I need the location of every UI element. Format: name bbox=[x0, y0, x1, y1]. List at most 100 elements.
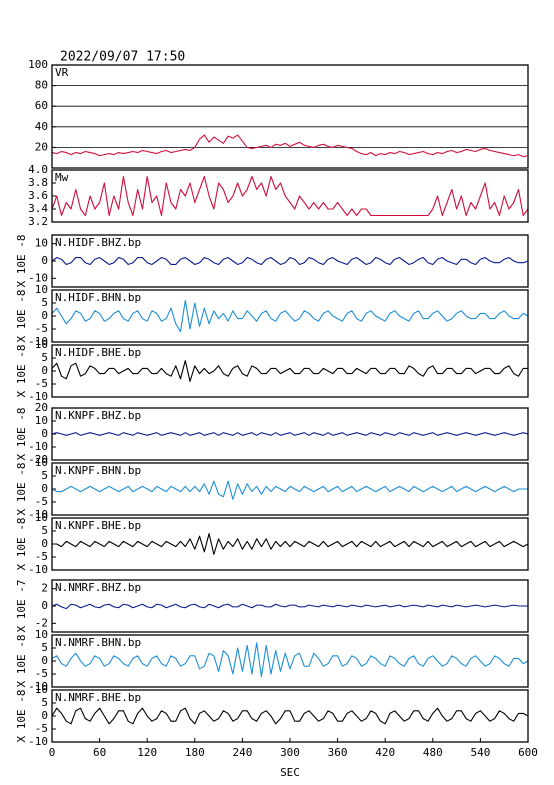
x-tick-label: 540 bbox=[470, 746, 490, 759]
y-tick-label: 0 bbox=[41, 427, 48, 440]
y-tick-label: 5 bbox=[41, 524, 48, 537]
y-axis-label: X 10E -8 bbox=[15, 463, 28, 516]
y-tick-label: 0 bbox=[41, 599, 48, 612]
y-tick-label: 60 bbox=[35, 99, 48, 112]
y-tick-label: -5 bbox=[35, 495, 48, 508]
y-axis-label: X 10E -8 bbox=[15, 408, 28, 461]
chart-title: 2022/09/07 17:50 bbox=[60, 50, 185, 65]
y-tick-label: 20 bbox=[35, 140, 48, 153]
y-tick-label: 10 bbox=[35, 338, 48, 351]
x-tick-label: 360 bbox=[328, 746, 348, 759]
x-tick-label: 480 bbox=[423, 746, 443, 759]
panel-label: VR bbox=[55, 66, 69, 79]
panel-frame bbox=[51, 64, 529, 169]
y-tick-label: 0 bbox=[41, 709, 48, 722]
y-axis-label: X 10E -8 bbox=[15, 290, 28, 343]
y-axis-label: X 10E -8 bbox=[15, 235, 28, 288]
y-tick-label: 4.0 bbox=[28, 163, 48, 176]
y-tick-label: 0 bbox=[41, 537, 48, 550]
x-tick-label: 180 bbox=[185, 746, 205, 759]
panel-frame bbox=[51, 517, 529, 571]
x-tick-label: 420 bbox=[375, 746, 395, 759]
y-tick-label: 80 bbox=[35, 79, 48, 92]
x-tick-label: 120 bbox=[137, 746, 157, 759]
y-tick-label: 3.6 bbox=[28, 189, 48, 202]
y-tick-label: 10 bbox=[35, 283, 48, 296]
y-tick-label: 0 bbox=[41, 654, 48, 667]
panel-frame bbox=[51, 169, 529, 223]
y-tick-label: -2 bbox=[35, 616, 48, 629]
y-tick-label: -10 bbox=[28, 680, 48, 693]
panel-label: N.KNPF.BHN.bp bbox=[55, 464, 141, 477]
y-tick-label: 5 bbox=[41, 696, 48, 709]
y-tick-label: 100 bbox=[28, 58, 48, 71]
panel-label: N.NMRF.BHN.bp bbox=[55, 636, 141, 649]
y-tick-label: 40 bbox=[35, 120, 48, 133]
y-tick-label: 0 bbox=[41, 309, 48, 322]
y-tick-label: -5 bbox=[35, 667, 48, 680]
y-tick-label: 5 bbox=[41, 351, 48, 364]
x-axis-label: SEC bbox=[280, 766, 300, 779]
y-tick-label: 10 bbox=[35, 414, 48, 427]
y-tick-label: 2 bbox=[41, 582, 48, 595]
y-tick-label: 10 bbox=[35, 511, 48, 524]
y-axis-label: X 10E -8 bbox=[15, 345, 28, 398]
panel-label: N.HIDF.BHN.bp bbox=[55, 291, 141, 304]
y-tick-label: 5 bbox=[41, 641, 48, 654]
y-tick-label: -10 bbox=[28, 271, 48, 284]
y-tick-label: 5 bbox=[41, 469, 48, 482]
y-tick-label: -10 bbox=[28, 440, 48, 453]
trace-line bbox=[51, 360, 528, 382]
y-tick-label: -10 bbox=[28, 735, 48, 748]
y-tick-label: 10 bbox=[35, 683, 48, 696]
trace-line bbox=[51, 432, 529, 436]
panel-label: N.KNPF.BHZ.bp bbox=[55, 409, 141, 422]
trace-line bbox=[51, 299, 529, 333]
y-tick-label: -5 bbox=[35, 322, 48, 335]
x-tick-label: 300 bbox=[280, 746, 300, 759]
panel-label: N.HIDF.BHE.bp bbox=[55, 346, 141, 359]
panel-label: N.HIDF.BHZ.bp bbox=[55, 236, 141, 249]
trace-line bbox=[51, 256, 529, 266]
panel-frame bbox=[51, 289, 529, 343]
y-tick-label: 10 bbox=[35, 628, 48, 641]
panel-frame bbox=[51, 579, 529, 633]
panel-frame bbox=[51, 344, 529, 398]
panel-frame bbox=[51, 634, 529, 688]
panel-label: N.NMRF.BHZ.bp bbox=[55, 581, 141, 594]
x-tick-label: 0 bbox=[49, 746, 56, 759]
y-tick-label: -5 bbox=[35, 377, 48, 390]
panel-label: N.KNPF.BHE.bp bbox=[55, 519, 141, 532]
y-axis-label: X 10E -8 bbox=[15, 518, 28, 571]
y-tick-label: 10 bbox=[35, 456, 48, 469]
x-tick-label: 600 bbox=[518, 746, 538, 759]
panel-frame bbox=[51, 462, 529, 516]
y-tick-label: -10 bbox=[28, 335, 48, 348]
trace-line bbox=[51, 707, 529, 725]
y-tick-label: 0 bbox=[41, 482, 48, 495]
trace-line bbox=[52, 533, 529, 555]
y-tick-label: 10 bbox=[35, 237, 48, 250]
trace-line bbox=[51, 134, 529, 158]
y-tick-label: -5 bbox=[35, 550, 48, 563]
y-axis-label: X 10E -8 bbox=[15, 635, 28, 688]
y-tick-label: 20 bbox=[35, 401, 48, 414]
y-axis-label: X 10E -8 bbox=[15, 690, 28, 743]
y-tick-label: -10 bbox=[28, 563, 48, 576]
y-tick-label: -10 bbox=[28, 390, 48, 403]
y-axis-label: X 10E -7 bbox=[15, 580, 28, 633]
x-tick-label: 240 bbox=[232, 746, 252, 759]
y-tick-label: -5 bbox=[35, 722, 48, 735]
x-tick-label: 60 bbox=[93, 746, 106, 759]
y-tick-label: -20 bbox=[28, 453, 48, 466]
y-tick-label: 3.4 bbox=[28, 202, 48, 215]
y-tick-label: 3.2 bbox=[28, 215, 48, 228]
trace-line bbox=[51, 480, 528, 500]
panel-frame bbox=[51, 234, 529, 288]
y-tick-label: 5 bbox=[41, 296, 48, 309]
trace-line bbox=[51, 603, 528, 610]
trace-line bbox=[51, 175, 529, 217]
y-tick-label: -10 bbox=[28, 508, 48, 521]
y-tick-label: 0 bbox=[41, 364, 48, 377]
